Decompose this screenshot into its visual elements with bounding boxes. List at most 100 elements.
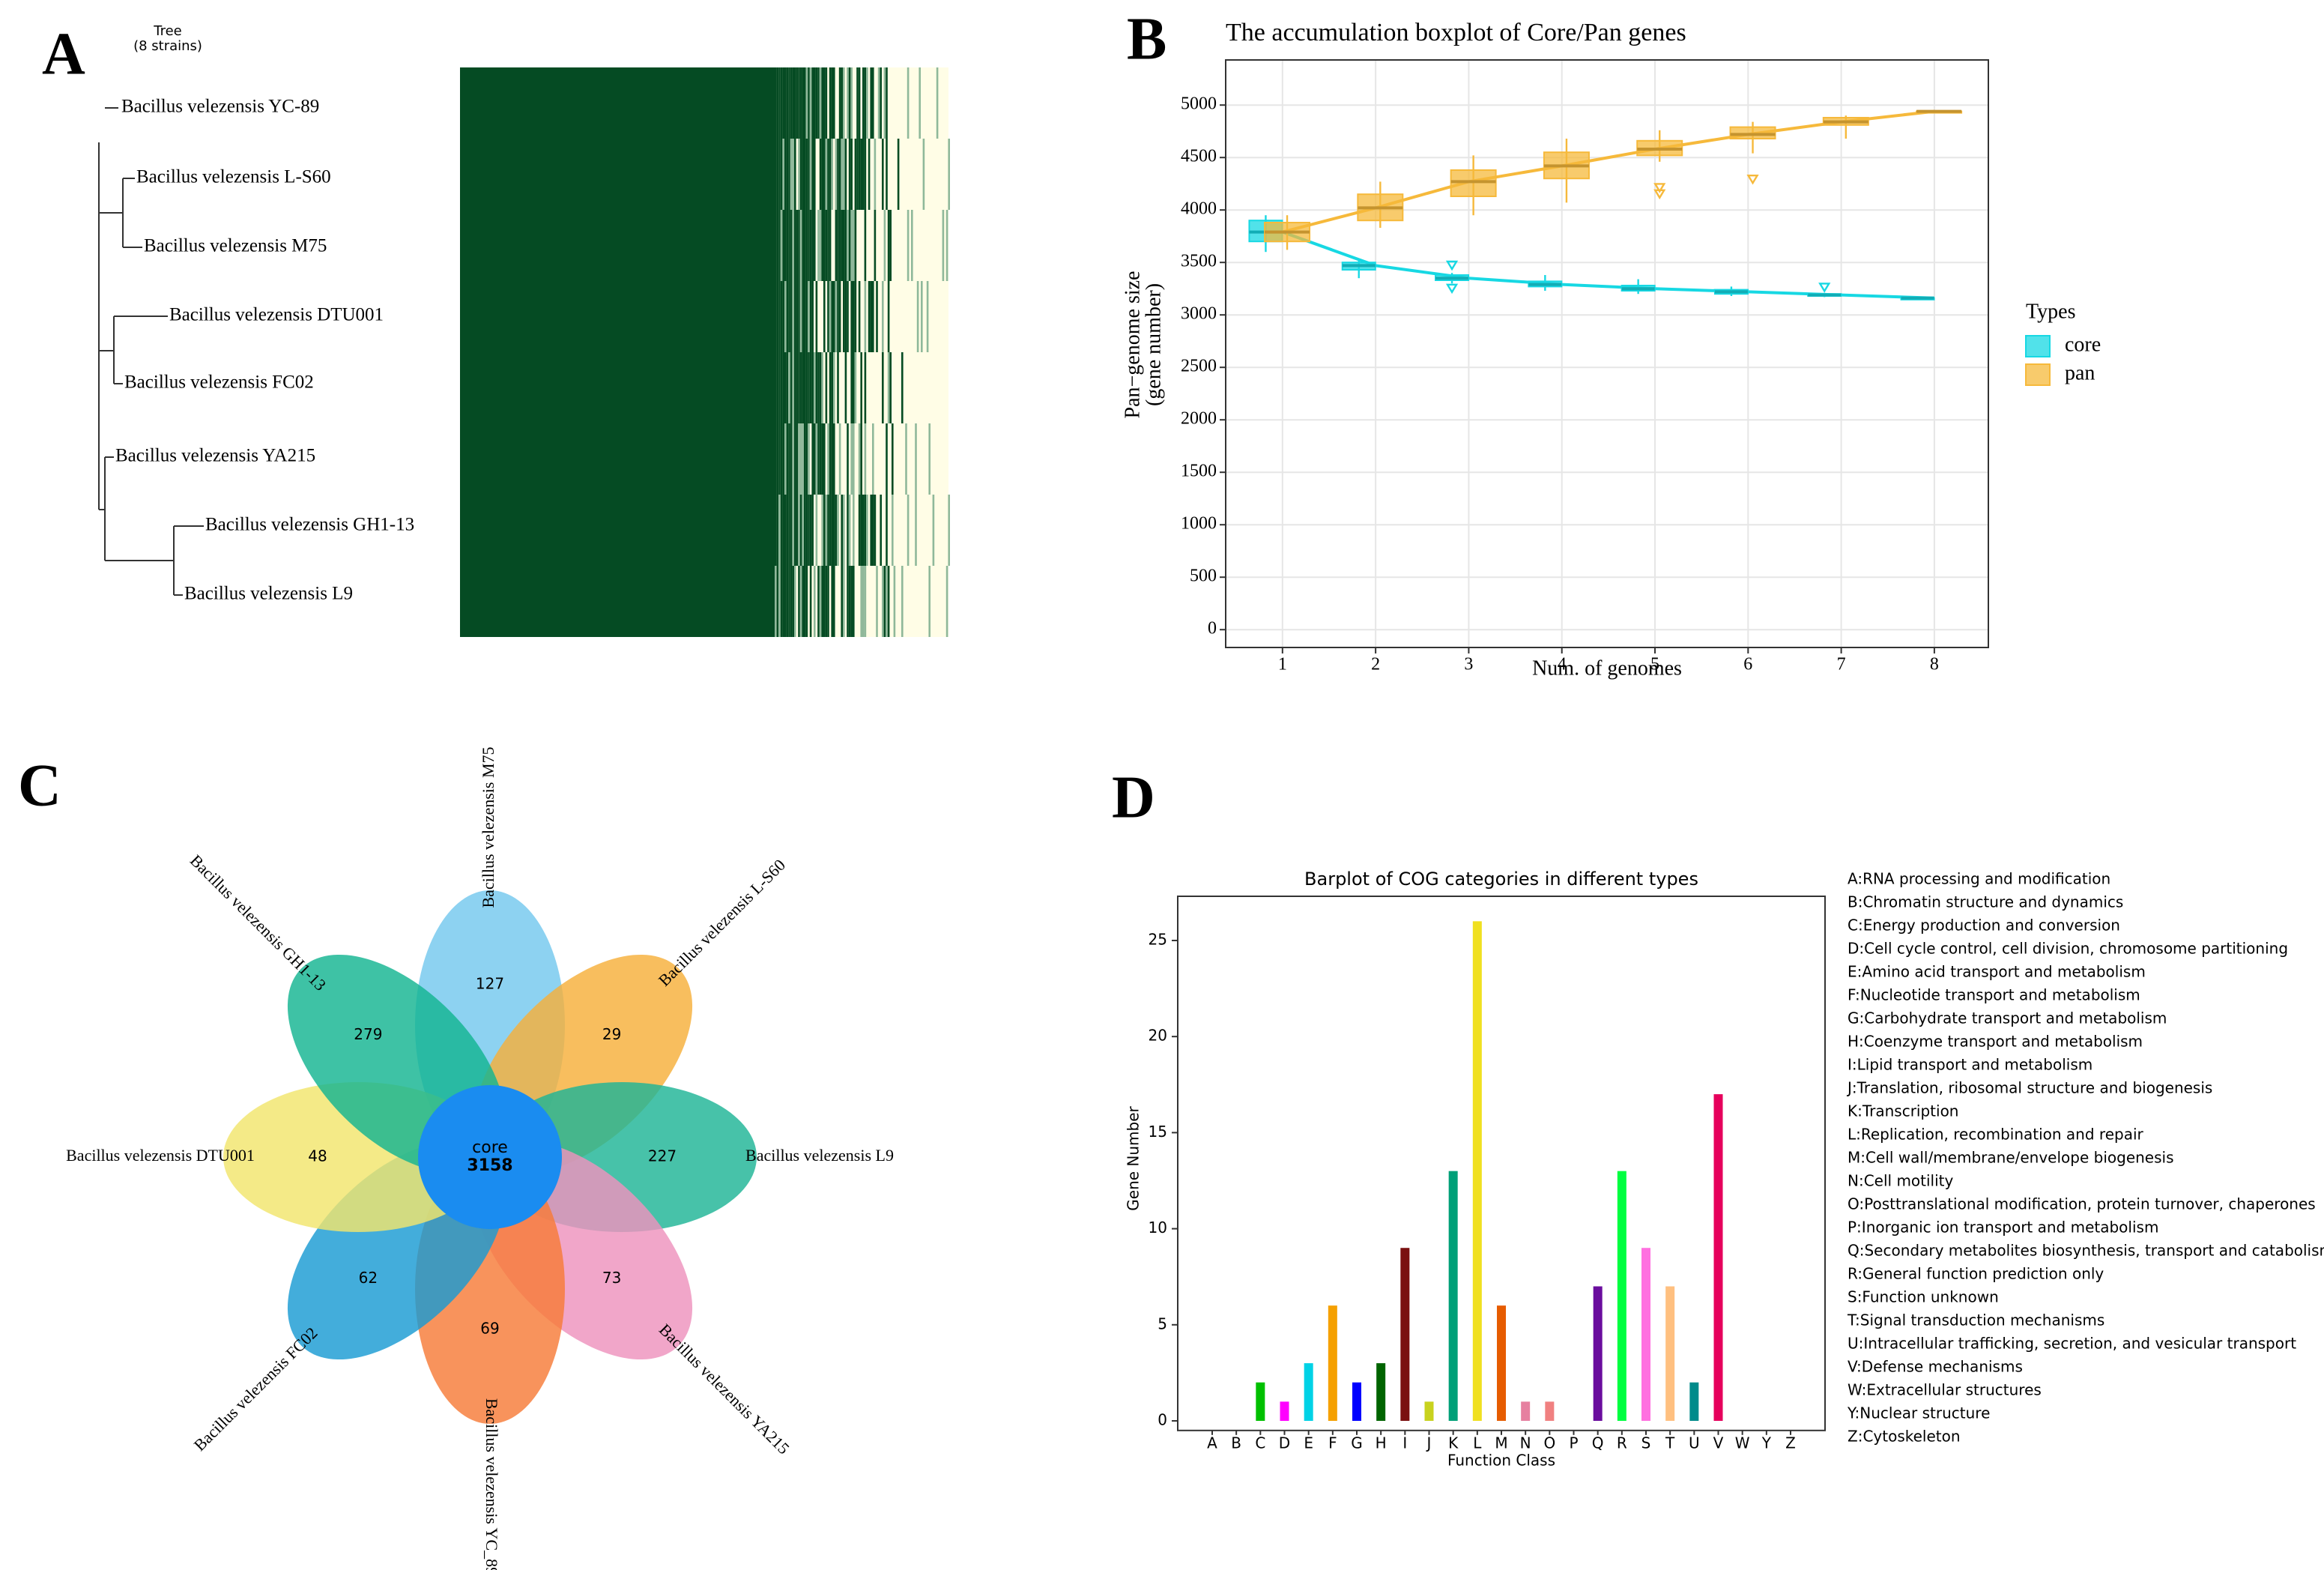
x-tick-label: B (1231, 1434, 1241, 1452)
heatmap-cell (837, 139, 839, 210)
heatmap-cell (814, 566, 816, 637)
category-description: D:Cell cycle control, cell division, chr… (1848, 940, 2288, 958)
panel-label: C (18, 752, 61, 818)
y-tick-label: 4000 (1181, 199, 1217, 219)
heatmap-cell (907, 67, 910, 139)
heatmap-cell (829, 423, 832, 495)
heatmap-cell (805, 139, 808, 210)
heatmap-cell (782, 495, 784, 566)
category-description: V:Defense mechanisms (1848, 1358, 2023, 1376)
heatmap-cell (798, 67, 800, 139)
heatmap-cell (821, 352, 823, 423)
heatmap-cell (856, 139, 859, 210)
heatmap-cell (811, 495, 814, 566)
heatmap-cell (833, 423, 835, 495)
heatmap-cell (799, 67, 802, 139)
heatmap-cell (794, 210, 796, 281)
heatmap-cell (780, 495, 783, 566)
heatmap-cell (786, 281, 789, 352)
category-description: S:Function unknown (1848, 1288, 1999, 1306)
heatmap-cell (831, 67, 833, 139)
box (1729, 126, 1776, 140)
heatmap-cell (778, 210, 781, 281)
heatmap-cell (811, 423, 814, 495)
heatmap-cell (786, 139, 789, 210)
heatmap-cell (780, 67, 783, 139)
heatmap-cell (802, 139, 804, 210)
heatmap-cell (794, 352, 796, 423)
heatmap-cell (815, 423, 818, 495)
outlier (1653, 189, 1666, 200)
y-tick-label: 2500 (1181, 357, 1217, 376)
heatmap-cell (796, 352, 799, 423)
heatmap-cell (827, 423, 829, 495)
x-tick-label: O (1543, 1434, 1555, 1452)
heatmap-cell (798, 423, 800, 495)
heatmap-cell (882, 281, 884, 352)
heatmap-cell (814, 139, 816, 210)
y-tick-label: 15 (1149, 1123, 1167, 1141)
x-tick-label: D (1279, 1434, 1290, 1452)
heatmap-cell (825, 566, 828, 637)
heatmap-cell (804, 566, 806, 637)
heatmap-cell (932, 495, 935, 566)
leaf-label: Bacillus velezensis FC02 (124, 372, 314, 393)
x-tick-label: T (1665, 1434, 1675, 1452)
heatmap-cell (823, 566, 826, 637)
heatmap-cell (874, 495, 877, 566)
heatmap-cell (866, 67, 868, 139)
heatmap-cell (802, 281, 804, 352)
heatmap-cell (844, 281, 847, 352)
set-name: Bacillus velezensis DTU001 (66, 1146, 255, 1165)
core-circle (418, 1085, 562, 1229)
heatmap-cell (948, 139, 950, 210)
x-tick-label: L (1473, 1434, 1482, 1452)
heatmap-cell (784, 67, 787, 139)
x-tick-label: C (1255, 1434, 1265, 1452)
bar (1713, 1094, 1723, 1421)
x-tick-label: E (1304, 1434, 1313, 1452)
heatmap-cell (808, 352, 810, 423)
heatmap-cell (788, 566, 790, 637)
heatmap-cell (853, 495, 855, 566)
bar (1472, 921, 1482, 1421)
heatmap-cell (853, 423, 855, 495)
bar (1545, 1401, 1555, 1421)
heatmap-cell (775, 566, 777, 637)
heatmap-cell (886, 67, 888, 139)
heatmap-cell (886, 139, 888, 210)
heatmap-cell (827, 281, 829, 352)
category-description: Y:Nuclear structure (1847, 1404, 1990, 1422)
heatmap-cell (817, 423, 820, 495)
heatmap-cell (833, 566, 835, 637)
category-description: I:Lipid transport and metabolism (1848, 1056, 2092, 1074)
heatmap-cell (907, 210, 910, 281)
heatmap-cell (782, 139, 784, 210)
bar (1424, 1401, 1434, 1421)
y-tick-label: 25 (1149, 930, 1167, 948)
heatmap-cell (892, 423, 894, 495)
heatmap-cell (854, 139, 857, 210)
heatmap-cell (862, 495, 865, 566)
heatmap-cell (864, 423, 867, 495)
heatmap-cell (776, 210, 779, 281)
heatmap-cell (838, 210, 841, 281)
plot-frame (1225, 59, 1989, 648)
x-tick-label: H (1376, 1434, 1387, 1452)
heatmap-cell (778, 566, 781, 637)
heatmap-cell (811, 210, 814, 281)
heatmap-cell (844, 210, 847, 281)
heatmap-cell (796, 495, 799, 566)
heatmap-cell (844, 139, 847, 210)
heatmap-cell (886, 423, 888, 495)
x-axis-title: Num. of genomes (1532, 656, 1682, 680)
heatmap-cell (858, 67, 861, 139)
heatmap-cell (817, 352, 820, 423)
heatmap-cell (775, 67, 777, 139)
heatmap-cell (847, 566, 849, 637)
heatmap-cell (850, 210, 853, 281)
outlier (1445, 260, 1459, 271)
heatmap-cell (860, 352, 862, 423)
x-tick-label: Q (1592, 1434, 1604, 1452)
category-description: C:Energy production and conversion (1848, 917, 2120, 935)
